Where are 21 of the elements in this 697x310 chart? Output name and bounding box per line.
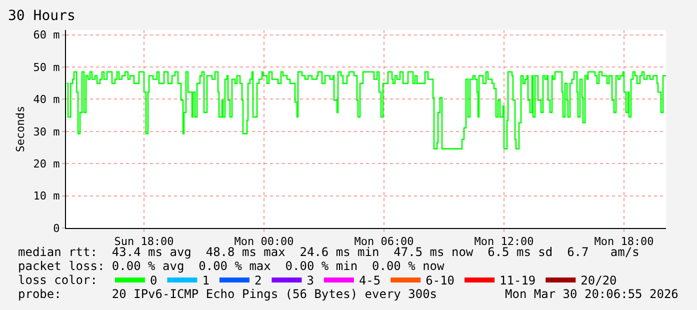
- y-tick-label: 10 m: [33, 190, 60, 203]
- legend-label: 11-19: [500, 274, 536, 288]
- legend-label: 1: [202, 274, 210, 288]
- legend-label: 2: [254, 274, 262, 288]
- text: probe: 20 IPv6-ICMP Echo Pings (56 Bytes) every 300s: [18, 287, 438, 301]
- legend-label: 0: [150, 274, 158, 288]
- text: Mon Mar 30 20:06:55 2026: [505, 287, 678, 301]
- legend-label: 20/20: [580, 274, 617, 288]
- text: loss color:: [18, 273, 98, 287]
- y-tick-label: 30 m: [33, 125, 60, 138]
- y-tick-label: 20 m: [33, 157, 60, 170]
- y-axis-title: Seconds: [14, 106, 27, 152]
- text: packet loss: 0.00 % avg 0.00 % max 0.00 % min 0.00 % now: [18, 259, 446, 273]
- legend-label: 3: [306, 274, 314, 288]
- legend-label: 4-5: [358, 274, 381, 288]
- chart-title: 30 Hours: [8, 8, 76, 24]
- y-tick-label: 50 m: [33, 60, 60, 74]
- y-tick-label: 0: [53, 222, 60, 235]
- y-tick-label: 60 m: [33, 28, 60, 42]
- legend-label: 6-10: [426, 274, 455, 288]
- y-tick-label: 40 m: [33, 93, 60, 106]
